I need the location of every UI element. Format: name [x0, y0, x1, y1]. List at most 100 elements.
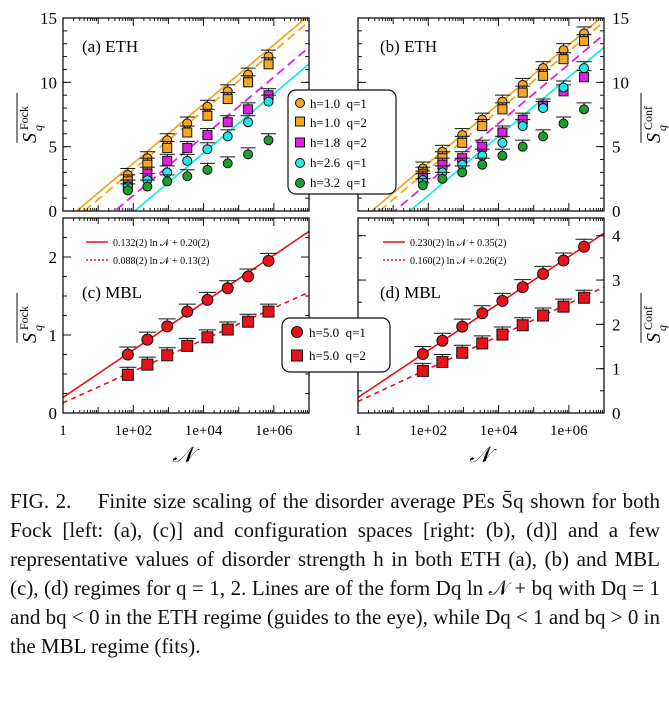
data-point [120, 183, 136, 196]
marker-circle [202, 144, 213, 155]
data-point [454, 165, 470, 178]
xlabel-right: 𝒩 [469, 442, 497, 467]
marker-square [558, 54, 569, 65]
data-point [576, 61, 592, 74]
marker-square [162, 142, 173, 153]
data-point [514, 279, 532, 294]
x-tick-label: 1e+02 [409, 423, 447, 439]
eth-legend-item-5: h=3.2 q=1 [310, 175, 367, 190]
y-tick-label: 15 [40, 9, 57, 28]
marker-square [141, 358, 154, 371]
marker-circle [538, 103, 549, 114]
data-point [220, 156, 236, 169]
data-point [139, 157, 155, 170]
data-point [575, 238, 593, 253]
data-point [454, 135, 470, 148]
data-point [159, 153, 175, 166]
y-tick-label: 4 [612, 227, 621, 246]
data-point [179, 140, 195, 153]
y-tick-label: 1 [612, 360, 621, 379]
panel-b-label: (b) ETH [380, 37, 437, 56]
svg-text:S: S [643, 133, 665, 143]
data-point [473, 305, 491, 320]
marker-square [263, 59, 274, 70]
y-tick-label: 0 [49, 202, 58, 221]
marker-circle [182, 155, 193, 166]
marker-circle [578, 240, 591, 253]
x-tick-label: 1 [354, 423, 362, 439]
marker-square [436, 356, 449, 369]
data-point [515, 139, 531, 152]
marker-circle [242, 270, 255, 283]
marker-square [457, 137, 468, 148]
svg-text:Conf: Conf [641, 306, 655, 330]
marker-square [243, 104, 254, 115]
y-tick-label: 10 [612, 73, 629, 92]
data-point [556, 80, 572, 93]
marker-square [517, 87, 528, 98]
x-tick-label: 1e+04 [480, 423, 518, 439]
panel-a-label: (a) ETH [82, 37, 138, 56]
data-point [179, 153, 195, 166]
y-tick-label: 15 [612, 9, 629, 28]
marker-square [557, 300, 570, 313]
marker-square [202, 110, 213, 121]
plot-frame [357, 217, 605, 414]
data-point [453, 318, 471, 333]
data-point [534, 307, 552, 322]
data-point [240, 115, 256, 128]
marker-circle [262, 254, 275, 267]
mbl-legend-item-2: h=5.0 q=2 [309, 348, 366, 363]
data-point [474, 157, 490, 170]
caption-text: Finite size scaling of the disorder aver… [10, 489, 661, 658]
svg-text:q: q [31, 125, 45, 131]
marker-square [262, 305, 275, 318]
marker-square [162, 155, 173, 166]
data-point [179, 125, 195, 138]
marker-circle [263, 96, 274, 107]
marker-circle [476, 307, 489, 320]
svg-text:Conf: Conf [641, 106, 655, 130]
marker-square [578, 291, 591, 304]
figure-caption: FIG. 2. Finite size scaling of the disor… [10, 487, 660, 661]
marker-circle [436, 334, 449, 347]
marker-circle [558, 118, 569, 129]
marker-circle [517, 141, 528, 152]
panel-a: 0 5 10 15 [40, 9, 310, 221]
data-point [158, 318, 176, 333]
data-point [515, 85, 531, 98]
marker-circle [243, 149, 254, 160]
data-point [494, 102, 510, 115]
marker-square [579, 36, 590, 47]
marker-square [497, 104, 508, 115]
marker-circle [557, 254, 570, 267]
ylabel-right-top: S q Conf [640, 93, 669, 143]
marker-square [579, 72, 590, 83]
marker-circle [201, 293, 214, 306]
svg-text:S: S [19, 133, 41, 143]
fit-legend-c: 0.132(2) ln 𝒩 + 0.20(2) 0.088(2) ln 𝒩 + … [86, 238, 209, 267]
data-point [555, 252, 573, 267]
data-point [220, 92, 236, 105]
data-point [179, 169, 195, 182]
marker-circle [417, 180, 428, 191]
x-tick-label: 1e+06 [550, 423, 588, 439]
marker-square [201, 331, 214, 344]
caption-prefix: FIG. 2. [10, 489, 72, 513]
marker-circle [222, 131, 233, 142]
data-point [239, 268, 257, 283]
marker-circle [496, 294, 509, 307]
data-point [138, 331, 156, 346]
marker-circle [221, 282, 234, 295]
marker-square [221, 323, 234, 336]
data-point [494, 94, 510, 107]
panel-d: 1 1e+02 1e+04 1e+06 0 1 2 3 4 [354, 217, 621, 439]
data-point [514, 317, 532, 332]
data-point [178, 303, 196, 318]
ylabel-left-top: S q Fock [16, 93, 45, 143]
eth-legend: h=1.0 q=1 h=1.0 q=2 h=1.8 q=2 h=2.6 q=1 … [287, 89, 397, 195]
data-point [494, 135, 510, 148]
marker-circle [182, 171, 193, 182]
